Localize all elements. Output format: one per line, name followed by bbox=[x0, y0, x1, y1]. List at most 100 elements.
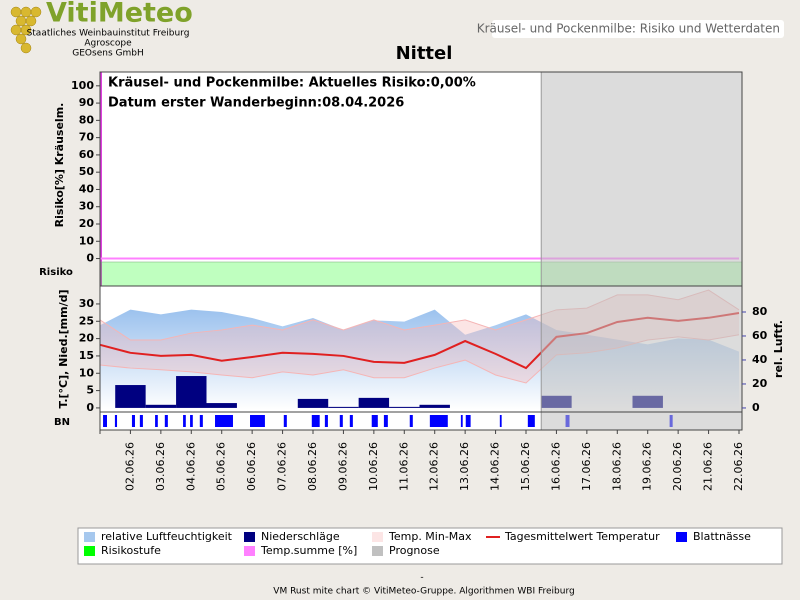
y-tick-label: 15 bbox=[79, 349, 94, 362]
legend-label: Blattnässe bbox=[693, 530, 751, 543]
x-tick-label: 09.06.26 bbox=[336, 442, 349, 491]
x-tick-label: 22.06.26 bbox=[732, 442, 745, 491]
precip-bar bbox=[328, 406, 359, 408]
logo-grapes bbox=[10, 6, 42, 54]
legend-swatch bbox=[84, 546, 95, 556]
legend-label: Risikostufe bbox=[101, 544, 161, 557]
leaf-wetness bbox=[215, 415, 233, 427]
chart-title: Nittel bbox=[396, 43, 453, 64]
x-tick-label: 21.06.26 bbox=[702, 442, 715, 491]
x-tick-label: 17.06.26 bbox=[580, 442, 593, 491]
leaf-wetness bbox=[339, 415, 343, 427]
legend-label: Tagesmittelwert Temperatur bbox=[504, 530, 660, 543]
leaf-wetness bbox=[283, 415, 287, 427]
leaf-wetness bbox=[190, 415, 193, 427]
x-tick-label: 16.06.26 bbox=[549, 442, 562, 491]
x-tick-label: 15.06.26 bbox=[519, 442, 532, 491]
x-tick-label: 18.06.26 bbox=[610, 442, 623, 491]
leaf-wetness bbox=[499, 415, 502, 427]
y2-axis-label: rel. Luftf. bbox=[772, 320, 785, 378]
y-tick-label: 0 bbox=[86, 401, 94, 414]
leaf-wetness bbox=[527, 415, 535, 427]
y-tick-label: 10 bbox=[79, 234, 95, 247]
legend-swatch bbox=[372, 546, 383, 556]
y-tick-label: 30 bbox=[79, 200, 95, 213]
y-tick-label: 80 bbox=[79, 113, 95, 126]
legend-swatch bbox=[84, 532, 95, 542]
x-tick-label: 13.06.26 bbox=[458, 442, 471, 491]
precip-bar bbox=[145, 404, 177, 408]
y-tick-label: 100 bbox=[71, 79, 94, 92]
legend-swatch bbox=[676, 532, 687, 542]
leaf-wetness bbox=[164, 415, 168, 427]
leaf-wetness bbox=[131, 415, 135, 427]
leaf-wetness bbox=[409, 415, 413, 427]
y-tick-label: 40 bbox=[79, 182, 95, 195]
plot-layer bbox=[99, 72, 743, 430]
y-tick-label: 20 bbox=[79, 217, 95, 230]
legend-label: Prognose bbox=[389, 544, 440, 557]
x-tick-label: 10.06.26 bbox=[367, 442, 380, 491]
leaf-wetness bbox=[324, 415, 328, 427]
leaf-wetness bbox=[114, 415, 118, 427]
legend-label: Temp. Min-Max bbox=[388, 530, 472, 543]
precip-bar bbox=[206, 403, 237, 408]
y-tick-label: 60 bbox=[79, 148, 95, 161]
y-tick-label: 30 bbox=[79, 297, 95, 310]
x-tick-label: 12.06.26 bbox=[428, 442, 441, 491]
leaf-wetness bbox=[460, 415, 463, 427]
legend-swatch bbox=[244, 532, 255, 542]
x-tick-label: 02.06.26 bbox=[123, 442, 136, 491]
footer-credit: VM Rust mite chart © VitiMeteo-Gruppe. A… bbox=[273, 587, 574, 597]
y-tick-label: 5 bbox=[86, 384, 94, 397]
x-tick-label: 08.06.26 bbox=[306, 442, 319, 491]
leaf-wetness bbox=[371, 415, 378, 427]
y2-tick-label: 60 bbox=[752, 329, 768, 342]
y2-tick-label: 40 bbox=[752, 353, 768, 366]
org-line: Agroscope bbox=[84, 39, 132, 49]
legend-swatch bbox=[372, 532, 383, 542]
plot-frame bbox=[99, 71, 743, 431]
precip-bar bbox=[419, 404, 450, 408]
strip-label: Risiko bbox=[39, 267, 73, 278]
y-tick-label: 20 bbox=[79, 332, 95, 345]
x-tick-label: 19.06.26 bbox=[641, 442, 654, 491]
x-tick-label: 11.06.26 bbox=[397, 442, 410, 491]
leaf-wetness bbox=[349, 415, 353, 427]
leaf-wetness bbox=[103, 415, 107, 427]
page-title-box bbox=[492, 20, 784, 38]
legend-label: relative Luftfeuchtigkeit bbox=[101, 530, 233, 543]
x-tick-label: 14.06.26 bbox=[489, 442, 502, 491]
leaf-wetness bbox=[311, 415, 320, 427]
footer-dash: - bbox=[420, 573, 423, 583]
leaf-wetness bbox=[250, 415, 265, 427]
strip-label: BN bbox=[54, 417, 70, 428]
x-tick-label: 06.06.26 bbox=[245, 442, 258, 491]
legend bbox=[77, 527, 783, 565]
leaf-wetness bbox=[183, 415, 186, 427]
legend-label: Niederschläge bbox=[261, 530, 340, 543]
legend-label: Temp.summe [%] bbox=[260, 544, 357, 557]
forecast-region bbox=[541, 72, 742, 430]
logo: VitiMeteo bbox=[46, 0, 193, 29]
y2-tick-label: 0 bbox=[752, 401, 760, 414]
leaf-wetness bbox=[139, 415, 143, 427]
x-tick-label: 04.06.26 bbox=[184, 442, 197, 491]
annotation: Kräusel- und Pockenmilbe: Aktuelles Risi… bbox=[108, 76, 476, 91]
x-tick-label: 05.06.26 bbox=[215, 442, 228, 491]
precip-bar bbox=[176, 376, 207, 408]
leaf-wetness bbox=[199, 415, 203, 427]
precip-bar bbox=[389, 406, 420, 408]
precip-bar bbox=[297, 398, 329, 408]
y-axis-label: T.[°C], Nied.[mm/d] bbox=[57, 289, 70, 408]
page-title: Kräusel- und Pockenmilbe: Risiko und Wet… bbox=[477, 22, 780, 36]
y-tick-label: 70 bbox=[79, 131, 95, 144]
precip-bar bbox=[358, 397, 390, 408]
x-tick-label: 07.06.26 bbox=[276, 442, 289, 491]
y-tick-label: 0 bbox=[86, 252, 94, 265]
y-tick-label: 90 bbox=[79, 96, 95, 109]
annotation: Datum erster Wanderbeginn:08.04.2026 bbox=[108, 96, 404, 111]
y-tick-label: 50 bbox=[79, 165, 95, 178]
